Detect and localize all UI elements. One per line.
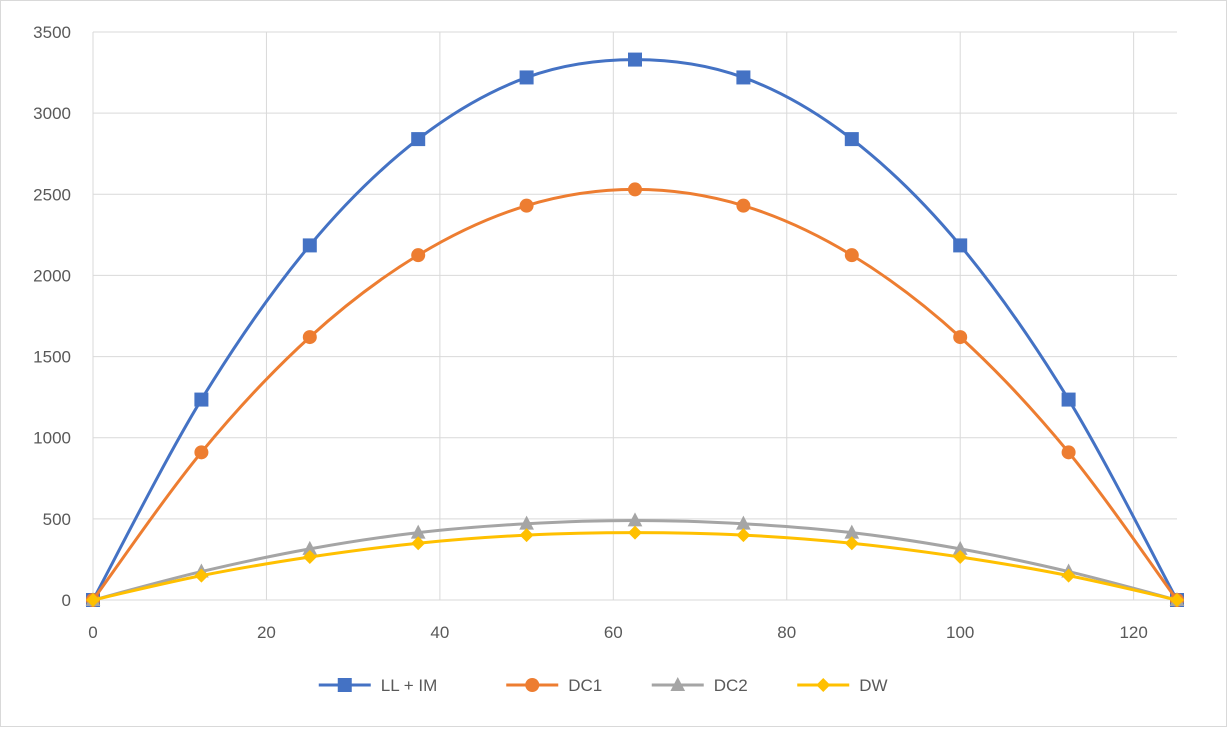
legend-item-ll-im: LL + IM	[318, 676, 438, 695]
data-point	[628, 52, 642, 67]
data-point	[86, 593, 100, 607]
x-tick-label: 0	[88, 623, 97, 642]
series-dw	[86, 525, 1184, 607]
y-tick-label: 2500	[33, 185, 71, 204]
data-point	[194, 392, 209, 407]
x-tick-label: 120	[1119, 623, 1147, 642]
data-point	[519, 515, 534, 530]
data-point	[628, 182, 642, 197]
y-tick-label: 0	[62, 591, 71, 610]
x-tick-label: 100	[946, 623, 974, 642]
series	[85, 52, 1185, 607]
data-point	[519, 528, 534, 543]
legend: LL + IM DC1 DC2 DW	[318, 676, 888, 695]
data-point	[736, 198, 751, 213]
legend-item-dc1: DC1	[506, 676, 602, 695]
legend-label: LL + IM	[381, 676, 438, 695]
legend-item-dc2: DC2	[651, 676, 748, 695]
y-tick-label: 1000	[33, 429, 71, 448]
y-tick-label: 3500	[33, 23, 71, 42]
y-tick-label: 500	[43, 510, 71, 529]
legend-marker	[337, 678, 352, 692]
legend-label: DW	[859, 676, 887, 695]
y-tick-label: 1500	[33, 348, 71, 367]
data-point	[1061, 568, 1076, 583]
data-point	[953, 549, 968, 564]
data-point	[519, 70, 534, 85]
data-point	[411, 536, 426, 551]
data-point	[194, 445, 209, 460]
legend-marker	[816, 678, 831, 692]
legend-marker	[525, 678, 540, 692]
data-point	[736, 528, 751, 543]
data-point	[302, 549, 317, 564]
x-tick-label: 80	[777, 623, 796, 642]
data-point	[953, 330, 968, 345]
data-point	[844, 248, 859, 263]
x-tick-label: 60	[604, 623, 623, 642]
data-point	[410, 524, 426, 539]
data-point	[844, 536, 859, 551]
data-point	[952, 540, 968, 555]
y-tick-label: 2000	[33, 266, 71, 285]
data-point	[628, 525, 642, 540]
series-dc1	[86, 182, 1184, 607]
data-point	[953, 238, 968, 253]
axes: 0 500 1000 1500 2000 2500 3000 3500 0 20 40 60 80 100…	[33, 23, 1148, 642]
data-point	[302, 540, 318, 555]
legend-label: DC1	[568, 676, 602, 695]
data-point	[411, 132, 426, 147]
x-tick-label: 20	[257, 623, 276, 642]
data-point	[736, 515, 751, 530]
legend-marker	[670, 676, 686, 691]
data-point	[1061, 392, 1076, 407]
data-point	[194, 568, 209, 583]
legend-label: DC2	[714, 676, 748, 695]
data-point	[627, 512, 643, 527]
legend-item-dw: DW	[797, 676, 888, 695]
series-line	[92, 531, 1178, 602]
data-point	[411, 248, 426, 263]
data-point	[1061, 445, 1076, 460]
data-point	[302, 330, 317, 345]
x-tick-label: 40	[430, 623, 449, 642]
data-point	[519, 198, 534, 213]
data-point	[302, 238, 317, 253]
data-point	[844, 524, 860, 539]
y-tick-label: 3000	[33, 104, 71, 123]
data-point	[844, 132, 859, 147]
data-point	[736, 70, 751, 85]
data-point	[1170, 593, 1184, 607]
